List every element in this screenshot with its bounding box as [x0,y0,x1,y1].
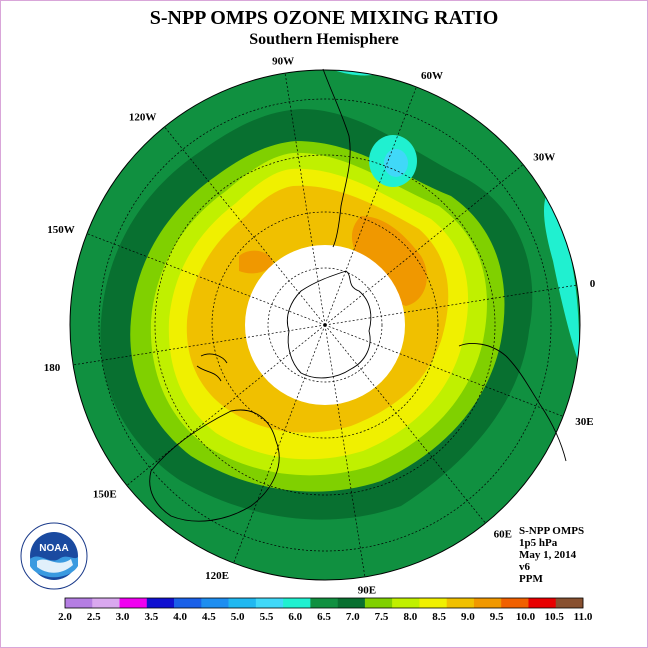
colorbar-tick-label: 8.0 [403,611,417,623]
band-5-5-north [331,70,421,76]
colorbar-swatch [392,598,420,608]
logo-text: NOAA [39,543,68,554]
meridian-90e [324,324,366,577]
colorbar-swatch [501,598,529,608]
colorbar-tick-label: 6.0 [288,611,302,623]
antarctica-outline [286,270,372,379]
colorbar-swatch [473,598,502,608]
info-date: May 1, 2014 [519,549,577,561]
meridian-0 [324,284,577,326]
band-9-0-b [239,250,273,274]
south-pole-marker [323,323,327,327]
meridian-30w [324,164,524,326]
colorbar-swatch [174,598,202,608]
coastlines [149,68,567,522]
latitude-grid [98,98,552,552]
meridian-30e [324,324,564,417]
lon-label-30w: 30W [533,151,555,163]
australia-outline [149,409,280,522]
colorbar-tick-label: 5.0 [231,611,245,623]
colorbar-swatch [228,598,257,608]
lon-label-60e: 60E [494,528,512,540]
band-9-0-a [351,216,427,306]
info-block: S-NPP OMPS 1p5 hPa May 1, 2014 v6 PPM [519,525,584,585]
colorbar-tick-label: 9.5 [490,611,504,623]
colorbar-swatch [419,598,447,608]
ozone-field [70,70,580,580]
colorbar-swatch [119,598,148,608]
colorbar-swatch [146,598,175,608]
colorbar: 2.0 2.5 3.0 3.5 4.0 4.5 5.0 5.5 6.0 6.5 7.0 7.5 8.0 8… [58,597,593,623]
colorbar-tick-label: 2.5 [87,611,101,623]
lon-label-120e: 120E [205,570,229,582]
colorbar-tick-label: 4.5 [202,611,216,623]
colorbar-tick-label: 11.0 [574,611,593,623]
lon-label-90e: 90E [358,585,376,597]
page-title: S-NPP OMPS OZONE MIXING RATIO [149,7,499,29]
meridian-150w [86,233,326,326]
info-level: 1p5 hPa [519,537,558,549]
africa-outline [458,343,567,462]
info-instrument: S-NPP OMPS [519,525,585,537]
colorbar-tick-label: 4.0 [173,611,187,623]
colorbar-tick-label: 3.5 [144,611,158,623]
colorbar-swatch [528,598,557,608]
meridian-60e [324,324,486,524]
colorbar-swatch [310,598,338,608]
lon-label-90w: 90W [272,55,294,67]
south-america-outline [322,68,351,248]
colorbar-tick-label: 5.5 [260,611,274,623]
colorbar-tick-label: 7.5 [375,611,389,623]
lon-label-150e: 150E [93,489,117,501]
colorbar-swatch [255,598,284,608]
noaa-logo-icon: NOAA [20,522,88,590]
colorbar-swatch [446,598,475,608]
meridian-120w [164,126,326,326]
lon-label-60w: 60W [421,70,443,82]
colorbar-tick-label: 8.5 [432,611,446,623]
colorbar-tick-label: 10.5 [545,611,565,623]
colorbar-tick-label: 7.0 [346,611,360,623]
colorbar-swatch [283,598,311,608]
colorbar-border [64,597,584,609]
band-5-5-east [543,196,580,363]
lon-label-0: 0 [590,278,596,290]
info-units: PPM [519,573,543,585]
longitude-grid [73,73,577,577]
colorbar-swatch [364,598,393,608]
lon-label-150w: 150W [47,224,75,236]
meridian-90w [284,73,326,326]
colorbar-tick-label: 10.0 [516,611,536,623]
lon-label-30e: 30E [575,416,593,428]
page-subtitle: Southern Hemisphere [249,31,399,48]
colorbar-swatch [337,598,366,608]
colorbar-tick-label: 6.5 [317,611,331,623]
colorbar-swatch [555,598,584,608]
colorbar-swatch [65,598,93,608]
colorbar-tick-label: 2.0 [58,611,72,623]
meridian-150e [126,324,326,486]
band-5-0-anomaly [384,149,408,177]
lon-label-120w: 120W [129,112,157,124]
meridian-120e [233,324,326,564]
colorbar-tick-label: 3.0 [116,611,130,623]
lon-label-180: 180 [44,362,61,374]
meridian-60w [324,86,417,326]
meridian-180 [73,324,326,366]
hemisphere-border [69,69,581,581]
colorbar-swatch [92,598,120,608]
colorbar-swatch [201,598,229,608]
longitude-labels: 0 30W 60W 90W 120W 150W 180 150E 120E 90E 60E 30E [44,55,596,596]
colorbar-tick-label: 9.0 [461,611,475,623]
info-version: v6 [519,561,530,573]
